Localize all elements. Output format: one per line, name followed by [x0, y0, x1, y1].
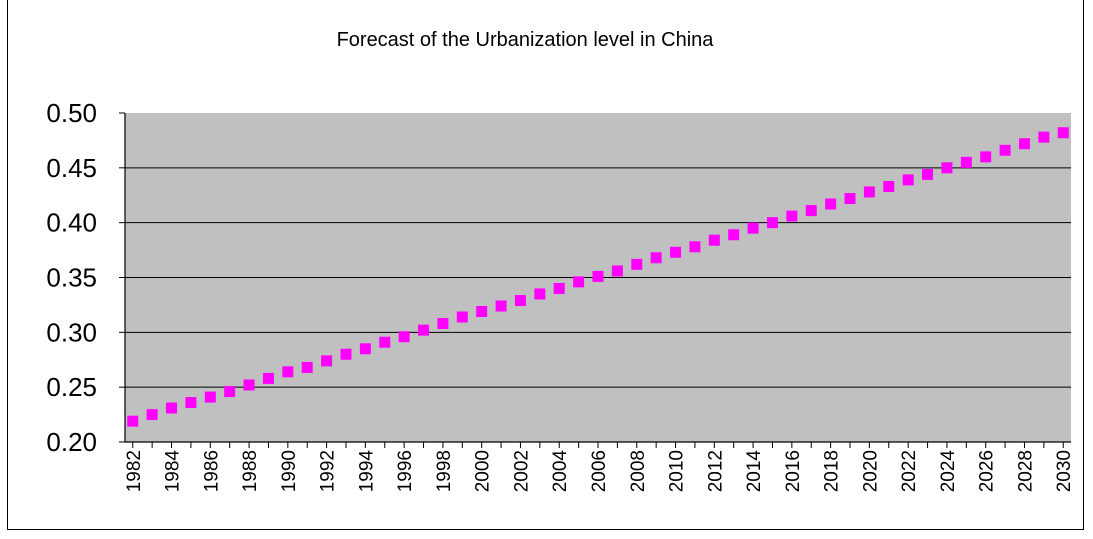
data-point: [204, 391, 216, 403]
x-tick-label: 1986: [201, 450, 222, 492]
data-point: [786, 210, 798, 222]
x-tick-label: 2024: [938, 450, 959, 493]
x-tick-label: 2018: [822, 450, 843, 492]
x-tick-label: 2014: [744, 450, 765, 493]
data-points: [127, 127, 1069, 427]
data-point: [670, 246, 682, 258]
x-axis-ticks: 1982 1984 1986 1988 1990 1992 1994 1996 1998 2000…: [124, 442, 1075, 492]
data-point: [902, 174, 914, 186]
data-point: [359, 343, 371, 355]
data-point: [708, 234, 720, 246]
y-tick-label: 0.40: [46, 208, 97, 238]
data-point: [534, 288, 546, 300]
data-point: [1018, 138, 1030, 150]
x-tick-label: 1994: [356, 450, 377, 493]
data-point: [166, 402, 178, 414]
x-tick-label: 2000: [473, 450, 494, 492]
chart-frame: [7, 0, 1084, 530]
data-point: [766, 217, 778, 229]
data-point: [243, 379, 255, 391]
x-tick-label: 2008: [628, 450, 649, 492]
x-tick-label: 1996: [395, 450, 416, 492]
data-point: [650, 252, 662, 264]
x-tick-label: 2022: [899, 450, 920, 492]
x-tick-label: 2030: [1054, 450, 1075, 492]
data-point: [398, 331, 410, 343]
x-tick-label: 2004: [550, 450, 571, 493]
data-point: [224, 386, 236, 398]
x-tick-label: 2020: [860, 450, 881, 492]
data-point: [941, 162, 953, 174]
data-point: [301, 361, 313, 373]
y-axis-ticks: 0.20 0.25 0.30 0.35 0.40 0.45 0.50: [46, 98, 125, 457]
x-tick-label: 1984: [163, 450, 184, 493]
data-point: [418, 324, 430, 336]
data-point: [980, 151, 992, 163]
y-tick-label: 0.45: [46, 153, 97, 183]
x-tick-label: 2016: [783, 450, 804, 492]
data-point: [999, 144, 1011, 156]
x-tick-label: 1988: [240, 450, 261, 492]
y-tick-label: 0.20: [46, 427, 97, 457]
data-point: [805, 205, 817, 217]
data-point: [437, 318, 449, 330]
x-tick-label: 2002: [511, 450, 532, 492]
data-point: [863, 186, 875, 198]
chart-title: Forecast of the Urbanization level in Ch…: [337, 29, 715, 51]
x-tick-label: 2028: [1015, 450, 1036, 492]
data-point: [960, 156, 972, 168]
y-tick-label: 0.30: [46, 317, 97, 347]
data-point: [747, 222, 759, 234]
data-point: [631, 258, 643, 270]
data-point: [340, 348, 352, 360]
data-point: [262, 372, 274, 384]
y-tick-label: 0.35: [46, 263, 97, 293]
data-point: [1038, 131, 1050, 143]
data-point: [1057, 127, 1069, 139]
x-tick-label: 2006: [589, 450, 610, 492]
data-point: [922, 168, 934, 180]
x-tick-label: 1992: [318, 450, 339, 492]
data-point: [825, 198, 837, 210]
data-point: [456, 311, 468, 323]
data-point: [321, 355, 333, 367]
data-point: [495, 300, 507, 312]
x-tick-label: 1990: [279, 450, 300, 492]
data-point: [514, 295, 526, 307]
data-point: [883, 180, 895, 192]
data-point: [689, 241, 701, 253]
y-tick-label: 0.25: [46, 372, 97, 402]
data-point: [728, 229, 740, 241]
y-tick-label: 0.50: [46, 98, 97, 128]
data-point: [146, 409, 158, 421]
data-point: [573, 276, 585, 288]
x-tick-label: 1982: [124, 450, 145, 492]
data-point: [185, 397, 197, 409]
data-point: [844, 193, 856, 205]
data-point: [127, 415, 139, 427]
data-point: [553, 282, 565, 294]
x-tick-label: 2012: [705, 450, 726, 492]
data-point: [282, 366, 294, 378]
x-tick-label: 2026: [977, 450, 998, 492]
x-tick-label: 1998: [434, 450, 455, 492]
data-point: [592, 270, 604, 282]
data-point: [611, 265, 623, 277]
data-point: [476, 305, 488, 317]
x-tick-label: 2010: [667, 450, 688, 492]
data-point: [379, 336, 391, 348]
